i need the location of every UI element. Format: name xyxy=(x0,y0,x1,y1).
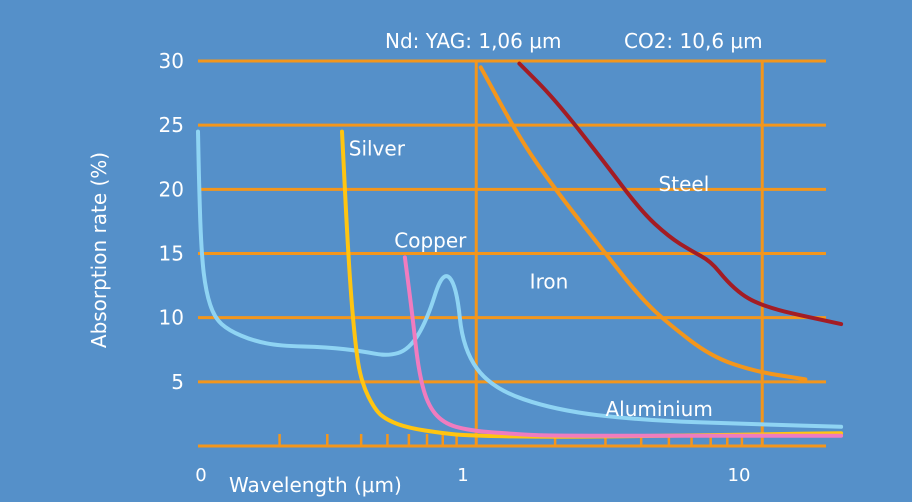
series-annotation: Iron xyxy=(530,270,569,294)
y-axis-label: Absorption rate (%) xyxy=(87,152,111,348)
series-annotation: Copper xyxy=(394,229,467,253)
series-annotation: Steel xyxy=(659,172,710,196)
y-tick-label: 15 xyxy=(159,242,184,266)
x-tick-label: 1 xyxy=(457,465,468,486)
grid-lines xyxy=(198,59,826,448)
x-tick-label: 10 xyxy=(728,465,751,486)
y-tick-label: 30 xyxy=(159,49,184,73)
y-tick-label: 20 xyxy=(159,177,184,201)
reference-lines xyxy=(474,61,764,446)
series-lines xyxy=(196,61,844,439)
series-annotation: Silver xyxy=(349,136,406,160)
reference-label: Nd: YAG: 1,06 μm xyxy=(385,29,561,53)
x-axis-label: Wavelength (μm) xyxy=(229,473,402,497)
series-line-iron xyxy=(478,65,808,382)
y-tick-label: 25 xyxy=(159,113,184,137)
y-tick-label: 5 xyxy=(171,370,184,394)
series-line-aluminium xyxy=(196,129,844,429)
series-annotation: Aluminium xyxy=(605,397,712,421)
reference-label: CO2: 10,6 μm xyxy=(624,29,763,53)
chart-text: Absorption rate (%) Wavelength (μm) 5101… xyxy=(87,29,763,497)
series-line-copper xyxy=(402,255,844,438)
y-tick-label: 10 xyxy=(159,306,184,330)
series-line-steel xyxy=(517,61,844,327)
x-tick-label: 0 xyxy=(195,465,206,486)
